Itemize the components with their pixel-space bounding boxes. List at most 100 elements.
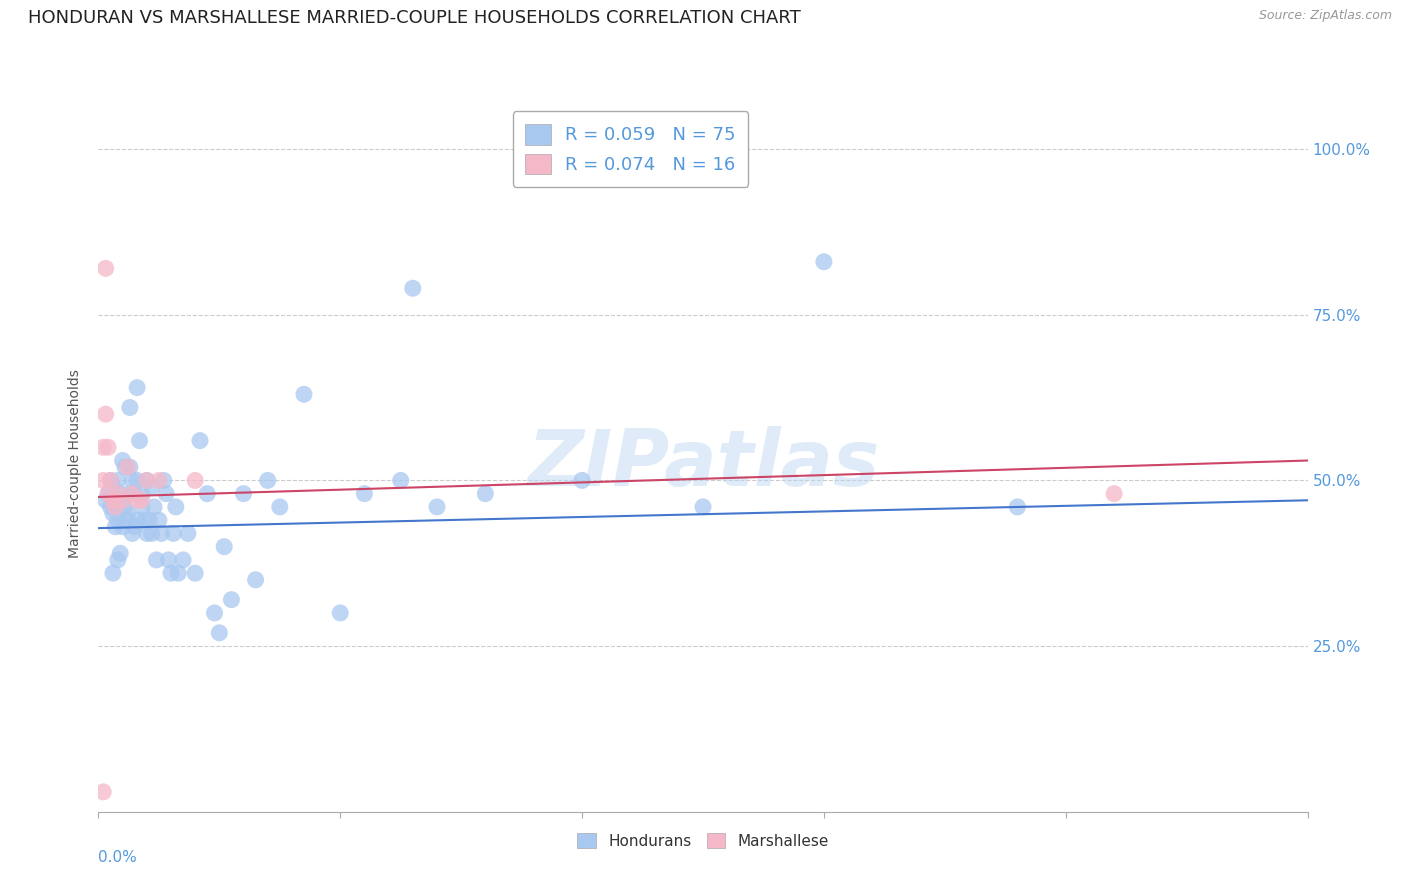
Point <box>97 440 120 454</box>
Point <box>292 387 315 401</box>
Point <box>135 474 157 488</box>
Point <box>195 486 218 500</box>
Point <box>97 486 120 500</box>
Point <box>329 606 352 620</box>
Point <box>184 566 207 581</box>
Point <box>269 500 291 514</box>
Point <box>232 486 254 500</box>
Point <box>91 474 114 488</box>
Point <box>162 526 184 541</box>
Point <box>118 486 141 500</box>
Y-axis label: Married-couple Households: Married-couple Households <box>69 369 83 558</box>
Point <box>94 493 117 508</box>
Point <box>204 606 226 620</box>
Point <box>104 493 127 508</box>
Point <box>108 486 131 500</box>
Point <box>100 500 122 514</box>
Point <box>143 500 166 514</box>
Point <box>127 474 149 488</box>
Point <box>141 480 163 494</box>
Point <box>127 493 149 508</box>
Point <box>353 486 375 500</box>
Point <box>221 592 243 607</box>
Text: Source: ZipAtlas.com: Source: ZipAtlas.com <box>1258 9 1392 22</box>
Point <box>114 500 136 514</box>
Point <box>208 625 231 640</box>
Point <box>101 493 124 508</box>
Point <box>135 526 157 541</box>
Point <box>127 513 149 527</box>
Point <box>212 540 235 554</box>
Point <box>128 434 150 448</box>
Point <box>813 254 835 268</box>
Point <box>121 474 143 488</box>
Point <box>91 785 114 799</box>
Point <box>104 520 127 534</box>
Point <box>101 507 124 521</box>
Point <box>474 486 496 500</box>
Point <box>111 453 134 467</box>
Point <box>152 474 174 488</box>
Point <box>94 407 117 421</box>
Point <box>107 553 129 567</box>
Point <box>131 486 153 500</box>
Point <box>121 486 143 500</box>
Point <box>94 261 117 276</box>
Point <box>111 493 134 508</box>
Point <box>155 486 177 500</box>
Point <box>172 553 194 567</box>
Point <box>97 486 120 500</box>
Point <box>145 553 167 567</box>
Text: 0.0%: 0.0% <box>98 850 138 865</box>
Point <box>107 486 129 500</box>
Legend: Hondurans, Marshallese: Hondurans, Marshallese <box>569 825 837 856</box>
Point <box>127 381 149 395</box>
Point <box>426 500 449 514</box>
Point <box>160 566 183 581</box>
Point <box>1102 486 1125 500</box>
Point <box>167 566 190 581</box>
Point <box>118 401 141 415</box>
Point <box>100 474 122 488</box>
Point <box>165 500 187 514</box>
Point <box>692 500 714 514</box>
Point <box>402 281 425 295</box>
Point <box>1007 500 1029 514</box>
Point <box>107 474 129 488</box>
Point <box>91 440 114 454</box>
Point <box>111 493 134 508</box>
Point <box>138 513 160 527</box>
Point <box>100 474 122 488</box>
Point <box>108 546 131 560</box>
Point <box>134 513 156 527</box>
Point <box>117 460 139 475</box>
Point <box>101 480 124 494</box>
Point <box>117 513 139 527</box>
Point <box>104 500 127 514</box>
Point <box>148 474 170 488</box>
Point <box>131 500 153 514</box>
Point <box>124 520 146 534</box>
Point <box>111 520 134 534</box>
Point <box>256 474 278 488</box>
Point <box>121 526 143 541</box>
Point <box>118 460 141 475</box>
Point <box>245 573 267 587</box>
Point <box>117 507 139 521</box>
Point <box>150 526 173 541</box>
Point <box>141 526 163 541</box>
Point <box>177 526 200 541</box>
Point <box>188 434 211 448</box>
Point <box>389 474 412 488</box>
Point <box>157 553 180 567</box>
Point <box>107 513 129 527</box>
Point <box>148 513 170 527</box>
Point <box>131 493 153 508</box>
Point <box>124 486 146 500</box>
Text: HONDURAN VS MARSHALLESE MARRIED-COUPLE HOUSEHOLDS CORRELATION CHART: HONDURAN VS MARSHALLESE MARRIED-COUPLE H… <box>28 9 801 27</box>
Point <box>101 566 124 581</box>
Point <box>184 474 207 488</box>
Point <box>114 460 136 475</box>
Point <box>135 474 157 488</box>
Text: ZIPatlas: ZIPatlas <box>527 425 879 502</box>
